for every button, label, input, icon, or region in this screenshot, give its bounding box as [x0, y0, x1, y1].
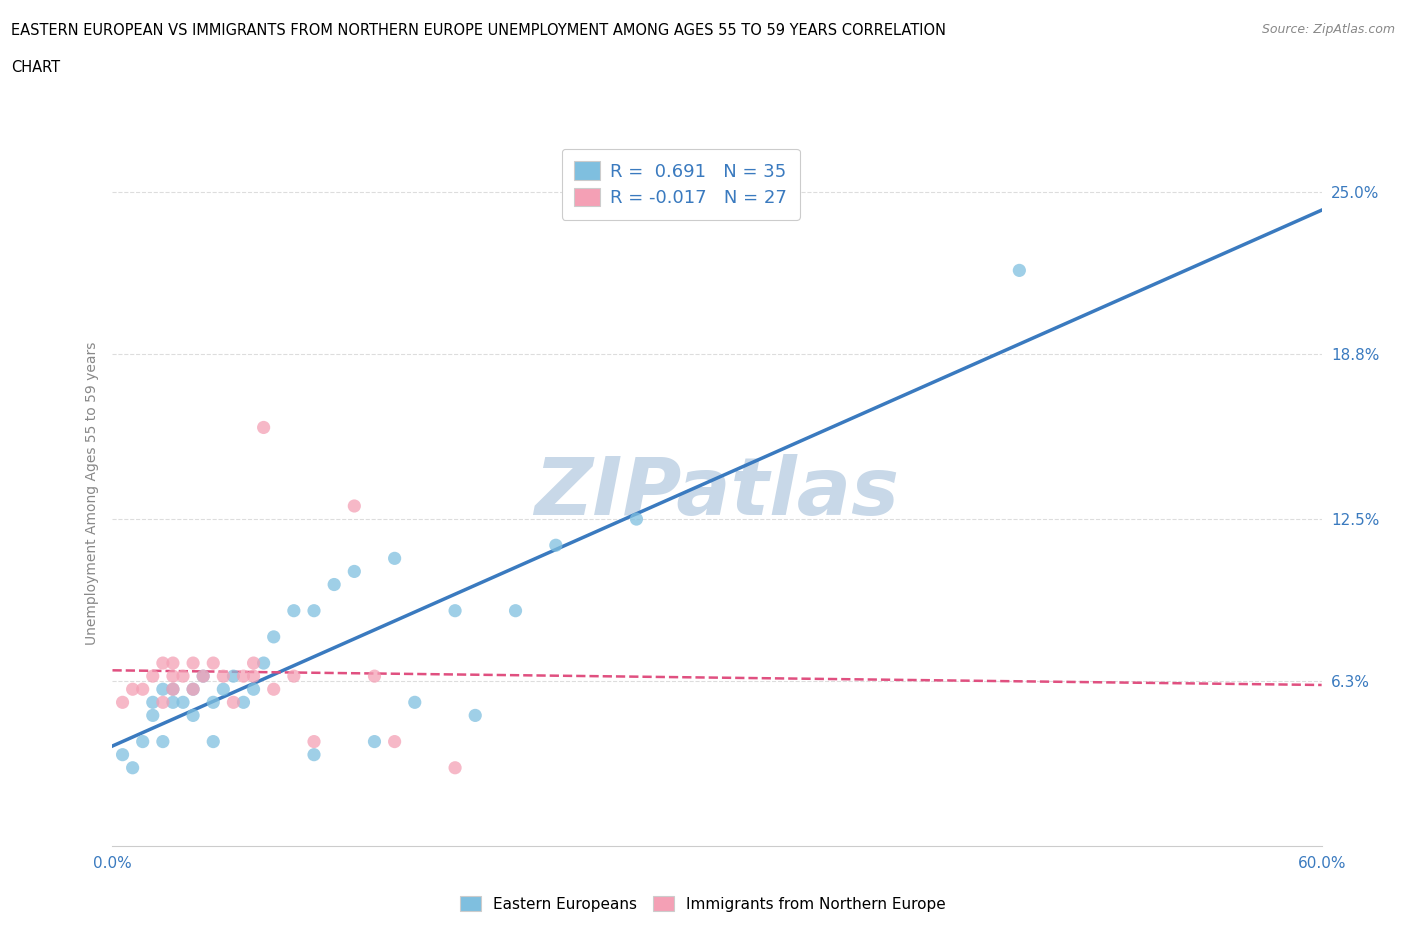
Text: EASTERN EUROPEAN VS IMMIGRANTS FROM NORTHERN EUROPE UNEMPLOYMENT AMONG AGES 55 T: EASTERN EUROPEAN VS IMMIGRANTS FROM NORT… [11, 23, 946, 38]
Text: CHART: CHART [11, 60, 60, 75]
Point [152, 695, 174, 710]
Point [111, 695, 134, 710]
Point [121, 761, 143, 776]
Point [212, 669, 235, 684]
Point [1008, 263, 1031, 278]
Point [404, 695, 426, 710]
Point [162, 682, 184, 697]
Point [283, 604, 305, 618]
Point [343, 498, 366, 513]
Point [302, 604, 325, 618]
Point [132, 682, 155, 697]
Point [191, 669, 214, 684]
Point [444, 604, 467, 618]
Point [172, 695, 194, 710]
Point [253, 656, 276, 671]
Point [222, 669, 245, 684]
Point [162, 695, 184, 710]
Point [142, 708, 165, 723]
Point [263, 630, 285, 644]
Point [363, 669, 385, 684]
Point [212, 682, 235, 697]
Point [323, 578, 346, 592]
Point [132, 734, 155, 749]
Point [363, 734, 385, 749]
Point [505, 604, 527, 618]
Point [152, 656, 174, 671]
Point [222, 695, 245, 710]
Point [242, 682, 264, 697]
Text: ZIPatlas: ZIPatlas [534, 454, 900, 532]
Point [202, 695, 225, 710]
Point [544, 538, 567, 552]
Point [162, 682, 184, 697]
Point [121, 682, 143, 697]
Point [152, 682, 174, 697]
Point [202, 734, 225, 749]
Text: Source: ZipAtlas.com: Source: ZipAtlas.com [1261, 23, 1395, 36]
Point [263, 682, 285, 697]
Point [162, 656, 184, 671]
Point [283, 669, 305, 684]
Point [302, 747, 325, 762]
Point [181, 682, 204, 697]
Point [343, 564, 366, 578]
Point [181, 656, 204, 671]
Point [242, 656, 264, 671]
Point [232, 669, 254, 684]
Point [302, 734, 325, 749]
Point [111, 747, 134, 762]
Point [142, 669, 165, 684]
Point [384, 734, 406, 749]
Point [181, 708, 204, 723]
Point [142, 695, 165, 710]
Point [152, 734, 174, 749]
Legend: R =  0.691   N = 35, R = -0.017   N = 27: R = 0.691 N = 35, R = -0.017 N = 27 [561, 149, 800, 219]
Y-axis label: Unemployment Among Ages 55 to 59 years: Unemployment Among Ages 55 to 59 years [84, 341, 98, 644]
Point [162, 669, 184, 684]
Point [232, 695, 254, 710]
Point [464, 708, 486, 723]
Legend: Eastern Europeans, Immigrants from Northern Europe: Eastern Europeans, Immigrants from North… [454, 890, 952, 918]
Point [384, 551, 406, 565]
Point [181, 682, 204, 697]
Point [191, 669, 214, 684]
Point [444, 761, 467, 776]
Point [172, 669, 194, 684]
Point [253, 420, 276, 435]
Point [242, 669, 264, 684]
Point [202, 656, 225, 671]
Point [626, 512, 648, 526]
